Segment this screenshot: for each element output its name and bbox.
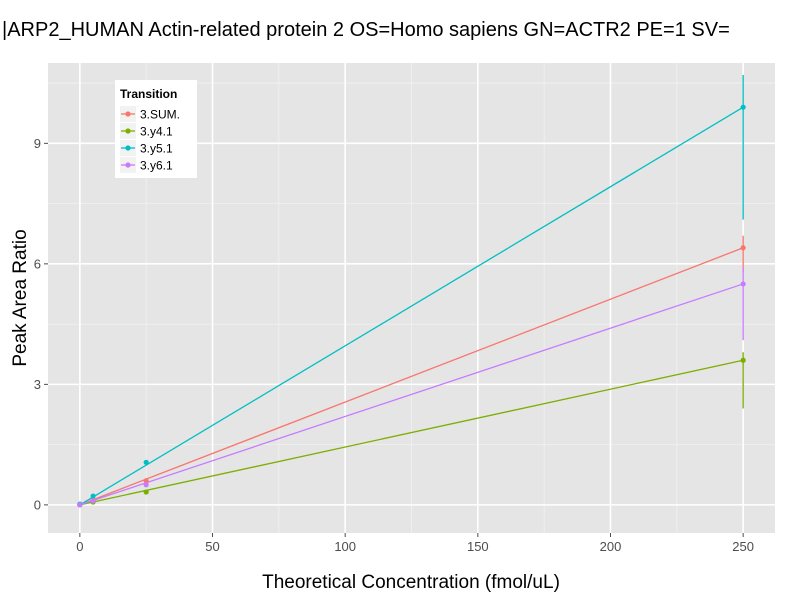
fit-line [79,359,744,506]
x-tick-label: 250 [732,539,754,554]
legend-label: 3.y5.1 [140,142,173,156]
legend-key-point [125,145,131,151]
legend-key-point [125,128,131,134]
legend-key-point [125,162,131,168]
legend-label: 3.SUM. [140,108,180,122]
x-tick-label: 150 [467,539,489,554]
data-point [143,489,149,495]
y-tick-label: 3 [34,377,41,392]
data-point [90,493,96,499]
data-point [740,245,746,251]
x-tick-label: 50 [205,539,219,554]
y-axis-ticks: 0 3 6 9 [34,136,48,512]
data-point [740,357,746,363]
data-point [143,478,149,484]
fit-line [79,283,744,506]
data-point [143,482,149,488]
fit-lines [79,106,744,506]
fit-line [79,247,744,506]
x-axis-ticks: 0 50 100 150 200 250 [76,533,754,554]
legend-label: 3.y6.1 [140,159,173,173]
y-tick-label: 0 [34,497,41,512]
chart-title: |ARP2_HUMAN Actin-related protein 2 OS=H… [2,19,730,41]
data-point [740,104,746,110]
data-point [77,502,83,508]
legend-key-point [125,111,131,117]
data-point [740,281,746,287]
y-axis-title: Peak Area Ratio [10,229,31,366]
legend-title: Transition [120,87,177,101]
x-tick-label: 100 [334,539,356,554]
x-tick-label: 200 [600,539,622,554]
legend-items: 3.SUM. 3.y4.1 3.y5.1 3.y6.1 [120,106,180,173]
y-tick-label: 9 [34,136,41,151]
x-tick-label: 0 [76,539,83,554]
data-point [143,459,149,465]
x-axis-title: Theoretical Concentration (fmol/uL) [262,572,560,593]
data-point [90,498,96,504]
fit-line [79,106,744,506]
data-points [77,104,746,508]
legend-label: 3.y4.1 [140,125,173,139]
legend: Transition 3.SUM. 3.y4.1 3.y5.1 3.y6.1 [115,80,197,178]
y-tick-label: 6 [34,256,41,271]
